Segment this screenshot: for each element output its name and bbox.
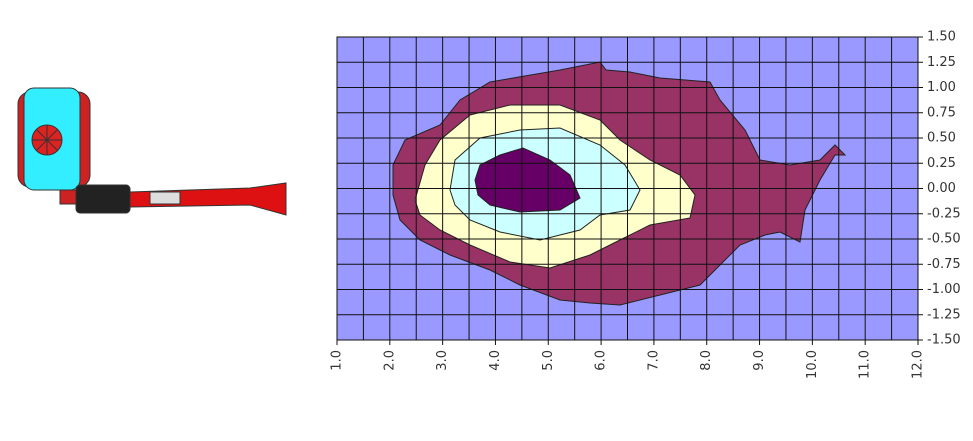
y-tick-label: 1.25 xyxy=(927,55,956,70)
x-tick-label: 7.0 xyxy=(646,350,661,371)
blower-illustration xyxy=(17,87,287,216)
plot-border xyxy=(336,36,919,341)
y-tick-label: -0.75 xyxy=(927,257,961,272)
y-tick-label: 0.50 xyxy=(927,131,956,146)
x-tick-label: 6.0 xyxy=(594,350,609,371)
y-tick-label: 0.00 xyxy=(927,181,956,196)
x-tick-label: 3.0 xyxy=(435,350,450,371)
x-tick-label: 11.0 xyxy=(858,350,873,379)
y-tick-label: 1.50 xyxy=(927,30,956,45)
x-tick-label: 1.0 xyxy=(330,350,345,371)
x-tick-label: 5.0 xyxy=(541,350,556,371)
y-tick-label: 0.75 xyxy=(927,105,956,120)
y-tick-label: 0.25 xyxy=(927,156,956,171)
x-tick-label: 9.0 xyxy=(752,350,767,371)
x-tick-label: 4.0 xyxy=(488,350,503,371)
y-tick-label: -1.25 xyxy=(927,307,961,322)
y-tick-label: -0.25 xyxy=(927,206,961,221)
x-tick-label: 10.0 xyxy=(805,350,820,379)
x-tick-label: 2.0 xyxy=(382,350,397,371)
y-tick-label: -1.50 xyxy=(927,333,961,348)
x-tick-label: 8.0 xyxy=(699,350,714,371)
y-tick-label: -0.50 xyxy=(927,232,961,247)
y-tick-label: 1.00 xyxy=(927,80,956,95)
x-tick-label: 12.0 xyxy=(911,350,926,379)
y-tick-label: -1.00 xyxy=(927,282,961,297)
